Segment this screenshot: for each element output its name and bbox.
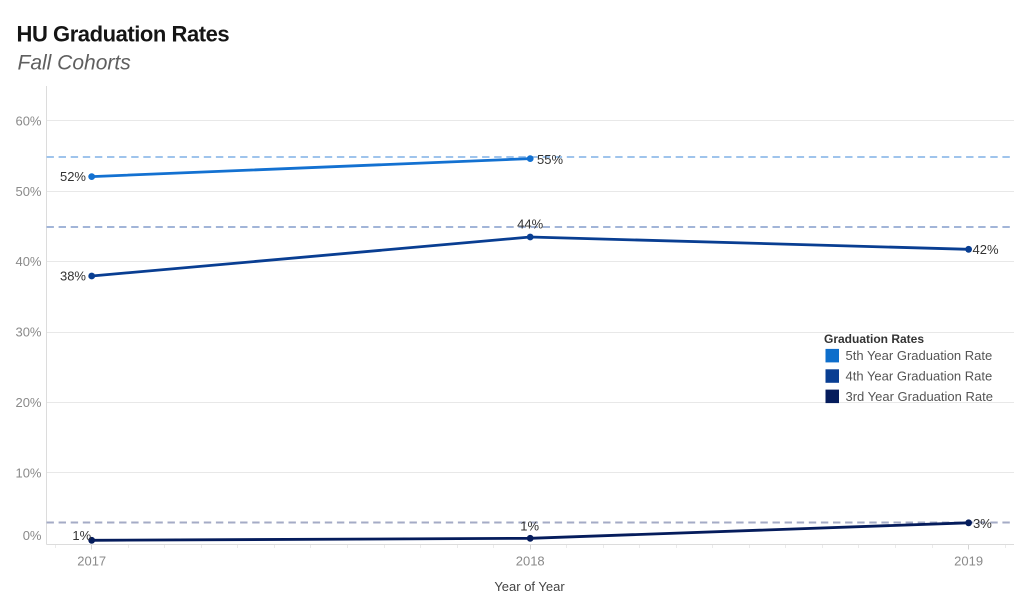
svg-text:2018: 2018 <box>516 554 545 569</box>
svg-text:4th Year Graduation Rate: 4th Year Graduation Rate <box>846 369 993 384</box>
svg-text:2019: 2019 <box>954 554 983 569</box>
svg-text:44%: 44% <box>517 217 543 232</box>
svg-text:Fall Cohorts: Fall Cohorts <box>18 52 132 75</box>
svg-text:Graduation Rates: Graduation Rates <box>824 332 924 346</box>
svg-text:55%: 55% <box>537 152 563 167</box>
svg-text:40%: 40% <box>15 254 41 269</box>
svg-text:30%: 30% <box>15 325 41 340</box>
svg-text:10%: 10% <box>15 465 41 480</box>
svg-text:52%: 52% <box>60 169 86 184</box>
svg-text:50%: 50% <box>15 184 41 199</box>
svg-text:20%: 20% <box>15 395 41 410</box>
svg-text:60%: 60% <box>15 113 41 128</box>
svg-text:1%: 1% <box>520 519 539 534</box>
svg-text:3%: 3% <box>973 516 992 531</box>
svg-text:42%: 42% <box>973 242 999 257</box>
svg-text:1%: 1% <box>72 528 91 543</box>
svg-text:Year of Year: Year of Year <box>494 579 565 594</box>
svg-text:38%: 38% <box>60 269 86 284</box>
svg-text:0%: 0% <box>23 528 42 543</box>
svg-text:5th Year Graduation Rate: 5th Year Graduation Rate <box>846 348 993 363</box>
svg-text:2017: 2017 <box>77 554 106 569</box>
svg-text:3rd Year Graduation Rate: 3rd Year Graduation Rate <box>846 389 993 404</box>
svg-text:HU Graduation Rates: HU Graduation Rates <box>17 21 230 46</box>
